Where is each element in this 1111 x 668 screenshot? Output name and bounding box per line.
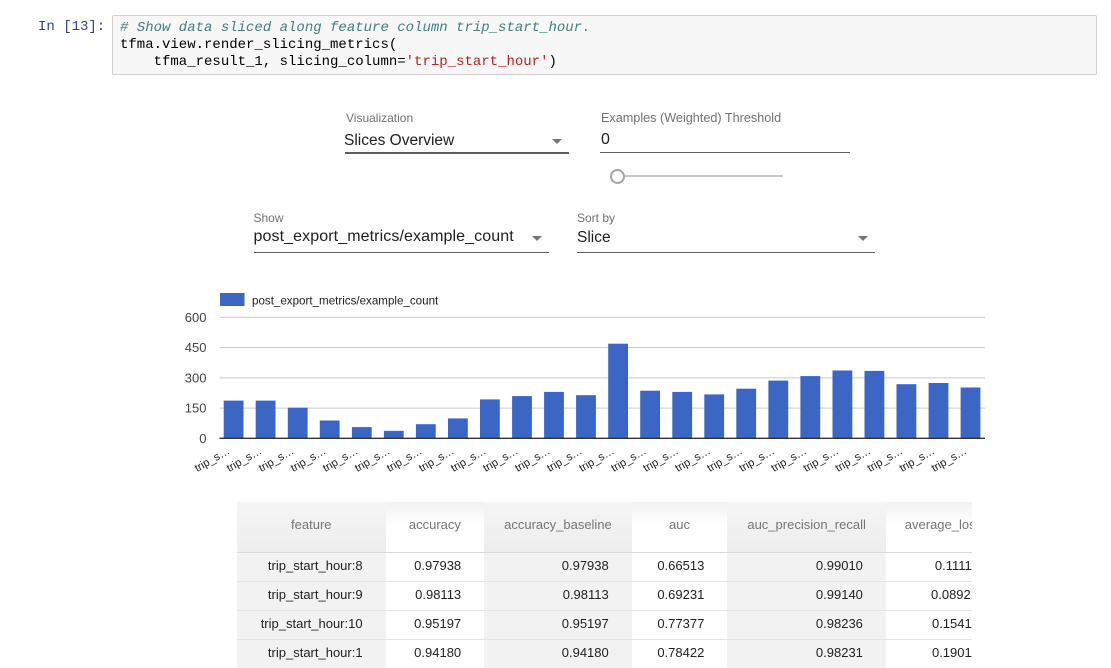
svg-text:300: 300 bbox=[185, 371, 207, 386]
svg-text:trip_s…: trip_s… bbox=[321, 445, 360, 475]
svg-text:trip_s…: trip_s… bbox=[641, 445, 680, 475]
svg-text:trip_s…: trip_s… bbox=[449, 445, 488, 475]
svg-text:trip_s…: trip_s… bbox=[289, 445, 328, 475]
svg-text:150: 150 bbox=[185, 401, 207, 416]
svg-text:trip_s…: trip_s… bbox=[802, 445, 841, 475]
svg-text:trip_s…: trip_s… bbox=[609, 445, 648, 475]
svg-text:trip_s…: trip_s… bbox=[930, 445, 969, 475]
svg-text:trip_s…: trip_s… bbox=[225, 445, 264, 475]
svg-text:trip_s…: trip_s… bbox=[866, 445, 905, 475]
svg-text:trip_s…: trip_s… bbox=[737, 445, 776, 475]
svg-text:trip_s…: trip_s… bbox=[898, 445, 937, 475]
svg-text:trip_s…: trip_s… bbox=[705, 445, 744, 475]
svg-text:trip_s…: trip_s… bbox=[513, 445, 552, 475]
svg-text:trip_s…: trip_s… bbox=[385, 445, 424, 475]
svg-text:trip_s…: trip_s… bbox=[353, 445, 392, 475]
svg-text:450: 450 bbox=[185, 340, 207, 355]
svg-text:trip_s…: trip_s… bbox=[769, 445, 808, 475]
svg-text:trip_s…: trip_s… bbox=[673, 445, 712, 475]
svg-text:trip_s…: trip_s… bbox=[257, 445, 296, 475]
svg-text:post_export_metrics/example_co: post_export_metrics/example_count bbox=[252, 295, 439, 308]
svg-text:trip_s…: trip_s… bbox=[545, 445, 584, 475]
svg-text:trip_s…: trip_s… bbox=[193, 445, 232, 475]
svg-text:0: 0 bbox=[199, 431, 206, 446]
svg-text:trip_s…: trip_s… bbox=[834, 445, 873, 475]
svg-text:trip_s…: trip_s… bbox=[481, 445, 520, 475]
svg-text:600: 600 bbox=[185, 310, 207, 325]
svg-text:trip_s…: trip_s… bbox=[417, 445, 456, 475]
svg-text:trip_s…: trip_s… bbox=[577, 445, 616, 475]
